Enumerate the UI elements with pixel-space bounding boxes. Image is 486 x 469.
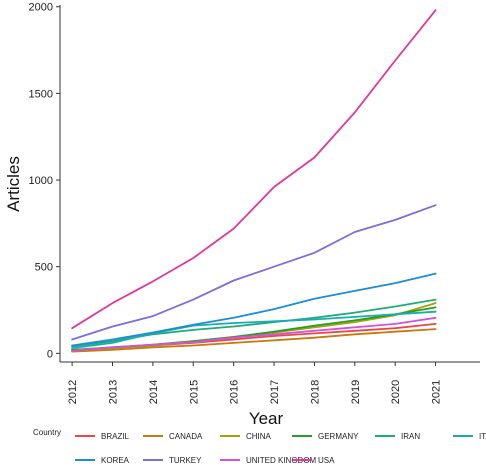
legend-label-korea: KOREA [101,456,130,465]
series-line-italy [71,310,437,350]
legend-label-turkey: TURKEY [169,456,202,465]
legend-label-brazil: BRAZIL [101,432,130,441]
x-tick-label: 2015 [188,380,200,404]
legend-label-china: CHINA [246,432,272,441]
legend-title: Country [33,428,61,437]
x-tick-label: 2017 [269,380,281,404]
x-tick-label: 2014 [148,380,160,404]
x-tick-label: 2019 [350,380,362,404]
x-ticks: 2012 2013 2014 2015 2016 2017 2018 2019 2020 2021 [67,362,443,404]
x-tick-label: 2018 [309,380,321,404]
legend: Country BRAZIL CANADA CHINA GERMANY IRAN ITAL… [33,428,486,465]
y-axis-title: Articles [4,156,23,212]
legend-label-germany: GERMANY [318,432,359,441]
axes [59,5,480,363]
y-tick-label: 1000 [29,175,53,187]
y-tick-label: 500 [35,262,53,274]
x-axis-title: Year [249,409,284,428]
series-line-united-kingdom [71,316,437,352]
y-tick-label: 1500 [29,88,53,100]
plot-panel [60,5,480,362]
x-tick-label: 2020 [390,380,402,404]
x-tick-label: 2021 [431,380,443,404]
legend-label-canada: CANADA [169,432,203,441]
y-tick-label: 2000 [29,2,53,14]
legend-label-usa: USA [318,456,335,465]
legend-label-italy: ITALY [479,432,486,441]
series-line-canada [71,328,437,353]
y-ticks: 0 500 1000 1500 2000 [29,2,60,360]
x-tick-label: 2016 [229,380,241,404]
legend-label-iran: IRAN [401,432,420,441]
series-line-usa [71,9,437,330]
series-line-turkey [71,204,437,341]
x-tick-label: 2012 [67,380,79,404]
x-tick-label: 2013 [108,380,120,404]
series-lines [71,9,437,353]
legend-label-united-kingdom: UNITED KINGDOM [246,456,317,465]
series-line-korea [71,272,437,347]
y-tick-label: 0 [47,348,53,360]
